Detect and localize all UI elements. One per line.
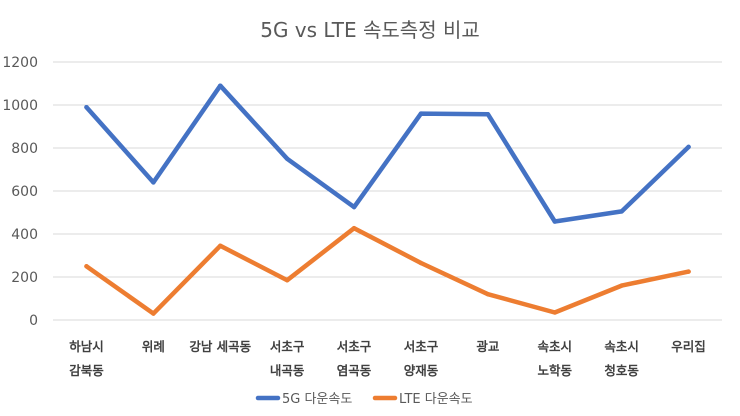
y-axis-ticks: 0 200 400 600 800 1000 1200 [2,55,38,329]
legend-label: 5G 다운속도 [282,392,352,407]
y-tick-label: 800 [11,141,38,157]
y-tick-label: 0 [29,313,38,329]
y-tick-label: 200 [11,270,38,286]
y-tick-label: 400 [11,227,38,243]
series-line-5g [84,83,691,224]
data-point [284,156,290,161]
x-category-label: 양재동 [404,363,439,378]
data-point [151,311,156,316]
x-category-label: 하남시 [69,339,104,354]
data-point [84,104,89,110]
data-point [485,112,491,117]
data-point [485,292,491,297]
x-category-label: 위례 [142,339,165,354]
data-point [619,283,624,288]
series-line-lte [84,225,691,316]
x-category-label: 내곡동 [270,363,305,378]
data-point [218,243,223,249]
series-lines [84,83,691,316]
x-category-label: 염곡동 [337,363,372,378]
x-category-label: 청호동 [604,363,639,378]
data-point [351,225,357,231]
legend-label: LTE 다운속도 [399,392,473,407]
chart-title: 5G vs LTE 속도측정 비교 [260,18,480,42]
y-tick-label: 1000 [2,98,38,114]
data-point [552,219,557,224]
data-point [552,310,557,315]
x-category-label: 서초구 [404,339,439,354]
x-category-label: 속초시 [604,339,639,354]
x-category-label: 감북동 [69,363,104,378]
y-tick-label: 600 [11,184,38,200]
x-category-label: 서초구 [337,339,372,354]
x-category-label: 속초시 [537,339,572,354]
x-category-label: 서초구 [270,339,305,354]
data-point [418,111,424,116]
data-point [686,144,691,150]
y-tick-label: 1200 [2,55,38,71]
data-point [151,180,156,185]
data-point [218,83,223,88]
data-point [351,204,357,210]
x-category-label: 노학동 [537,363,572,378]
data-point [84,264,89,269]
data-point [619,209,624,214]
x-category-label: 강남 세곡동 [189,339,251,354]
data-point [686,269,691,274]
x-category-label: 우리집 [671,339,706,354]
x-category-label: 광교 [476,339,500,354]
legend: 5G 다운속도 LTE 다운속도 [255,392,473,407]
gridlines [53,61,722,321]
data-point [418,260,424,266]
data-point [284,278,290,283]
